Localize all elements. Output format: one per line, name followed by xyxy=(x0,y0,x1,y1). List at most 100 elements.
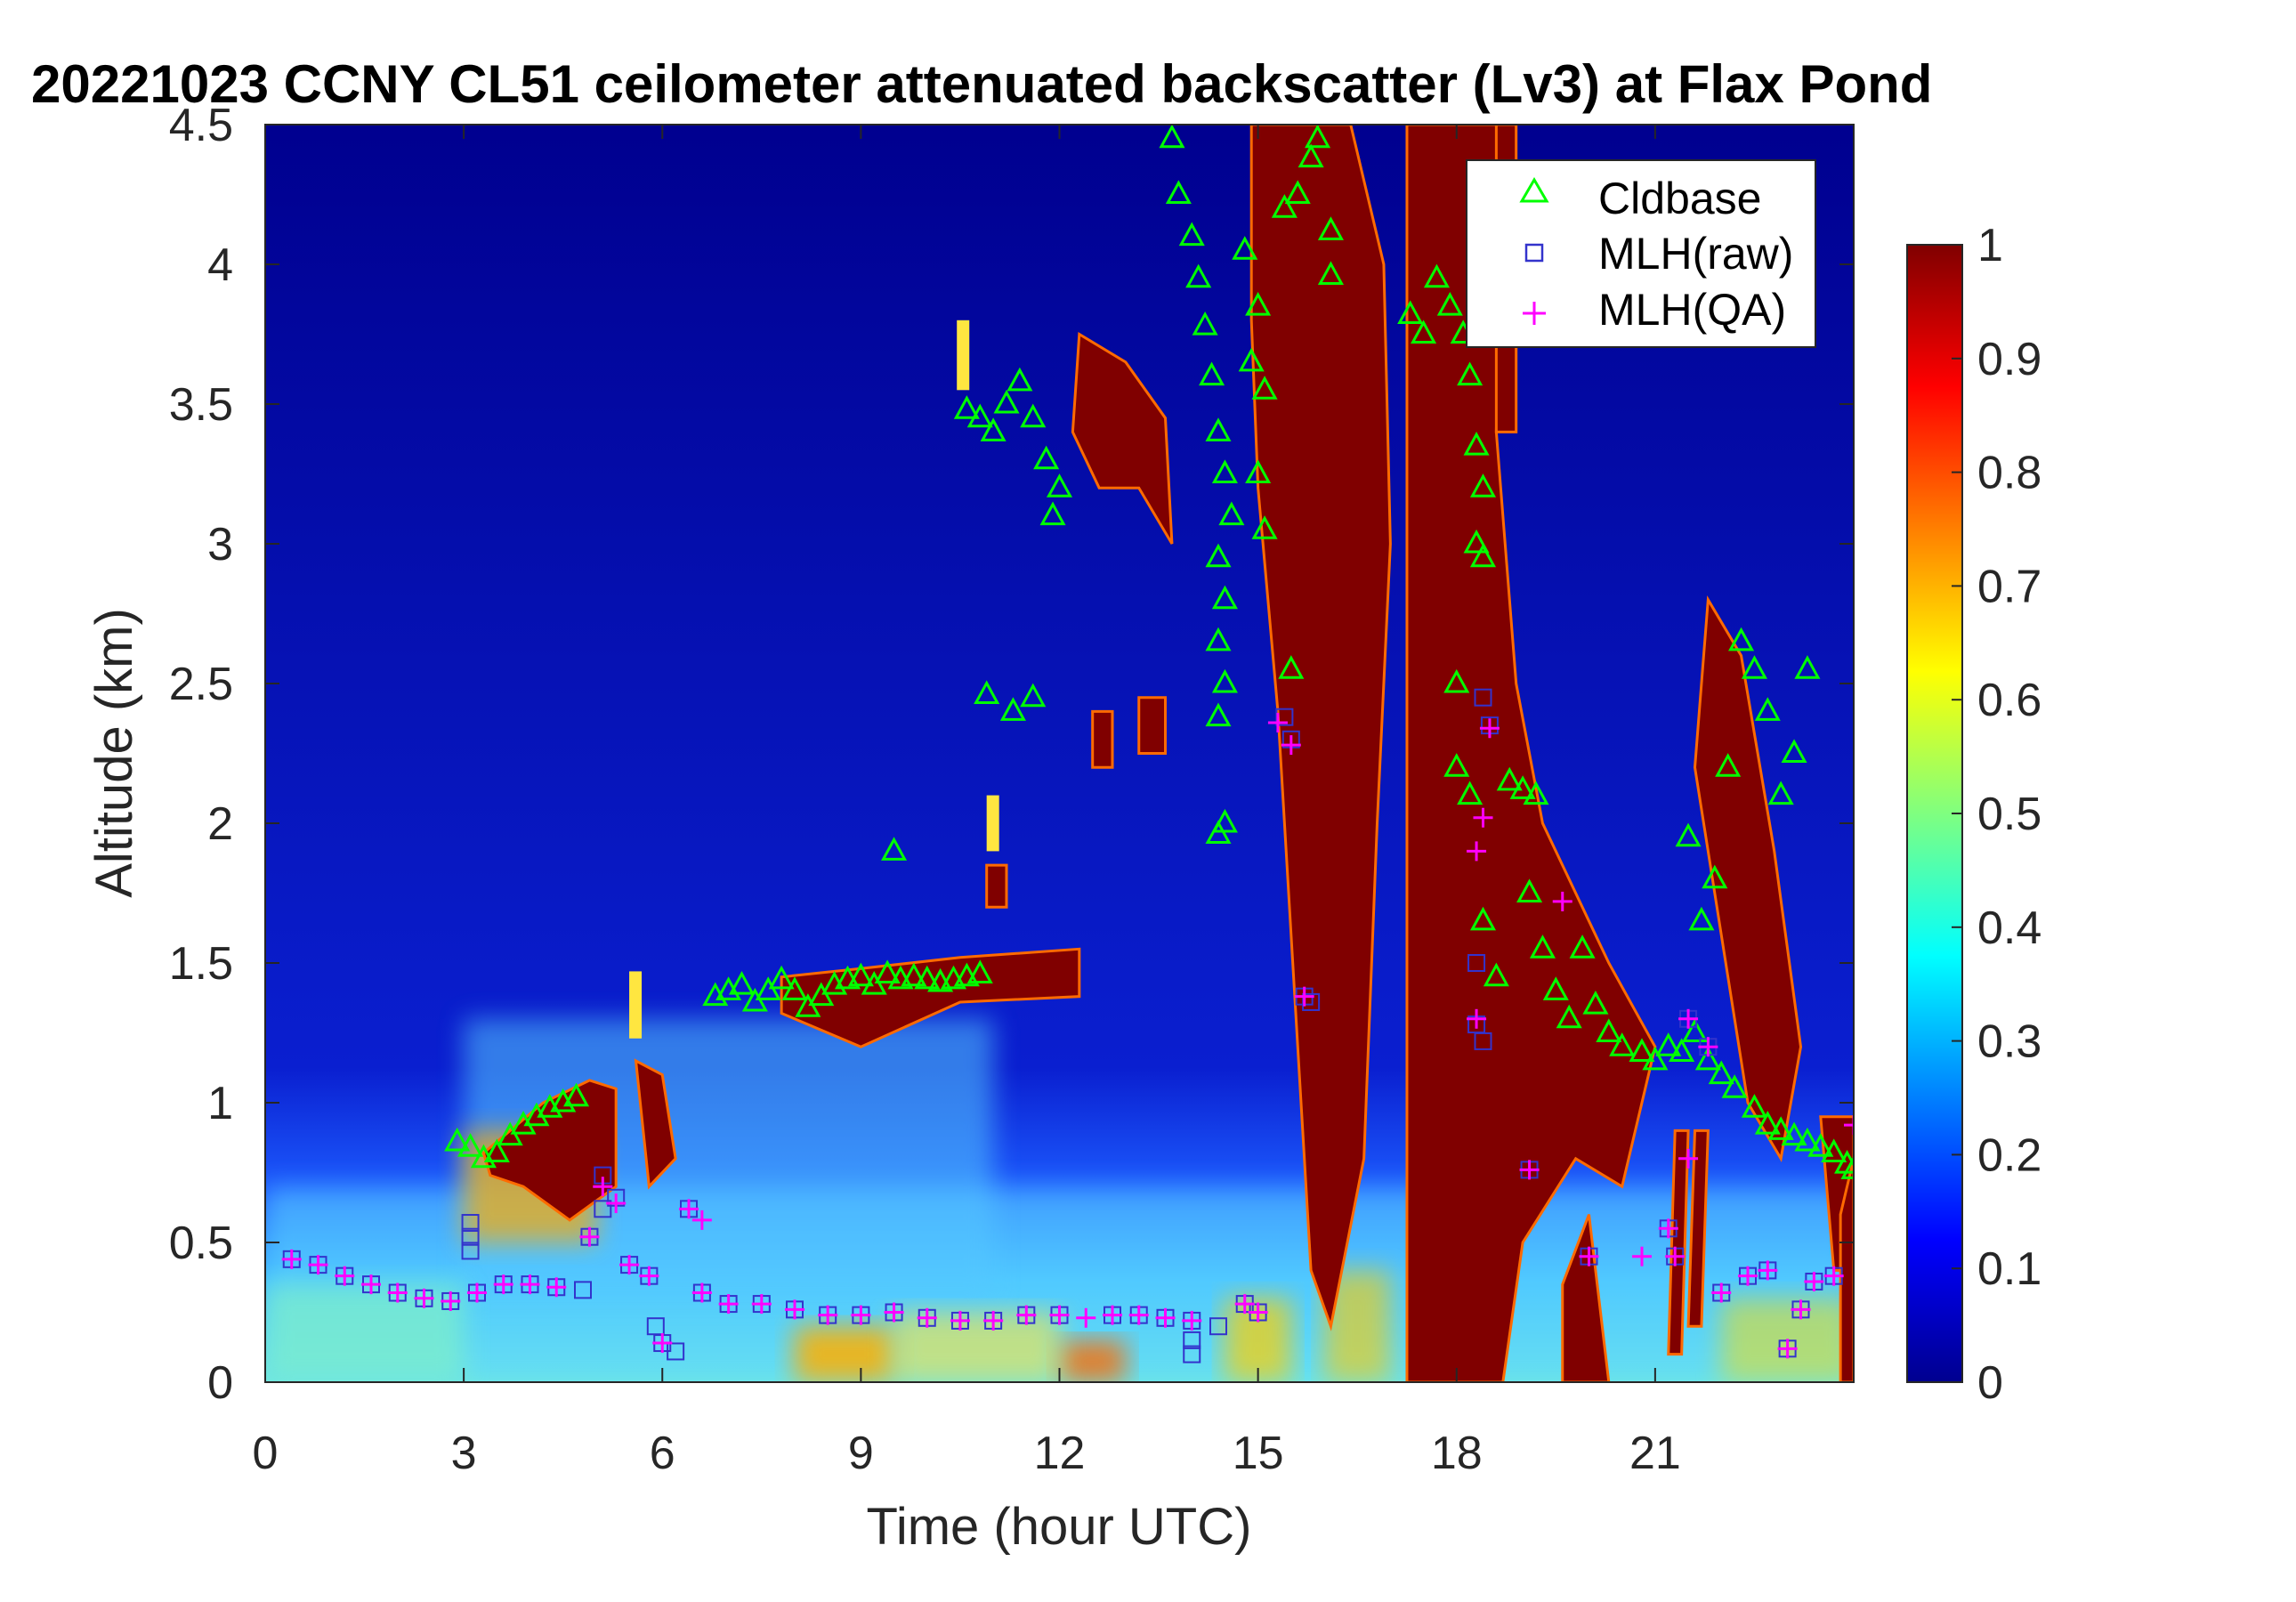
cloud-region xyxy=(1071,331,1174,545)
cldbase-point xyxy=(1457,781,1484,805)
mlh-qa-point xyxy=(1467,1008,1487,1029)
cldbase-point xyxy=(1165,180,1192,204)
cldbase-point xyxy=(457,1133,484,1157)
mlh-raw-point xyxy=(594,1200,612,1218)
cldbase-point xyxy=(1218,501,1245,526)
mlh-qa-point xyxy=(851,1305,871,1325)
cldbase-point xyxy=(795,993,821,1017)
mlh-raw-point xyxy=(1183,1331,1201,1349)
mlh-qa-point xyxy=(639,1266,659,1286)
mlh-qa-point xyxy=(1823,1266,1844,1286)
mlh-qa-point xyxy=(1777,1339,1798,1359)
cldbase-point xyxy=(1211,808,1238,833)
cldbase-point xyxy=(1609,1032,1636,1056)
cldbase-point xyxy=(1516,878,1543,902)
legend-label-mlh-qa: MLH(QA) xyxy=(1598,285,1786,335)
mlh-qa-point xyxy=(1294,986,1314,1007)
cldbase-point xyxy=(1039,501,1066,526)
mlh-qa-point xyxy=(1234,1294,1255,1315)
cldbase-point xyxy=(1642,1046,1669,1071)
legend-marker-mlh-raw xyxy=(1524,243,1544,263)
cldbase-point xyxy=(1781,1121,1807,1146)
cloud-region xyxy=(1137,696,1167,755)
mlh-qa-point xyxy=(983,1310,1004,1331)
cldbase-point xyxy=(1767,781,1794,805)
cldbase-point xyxy=(1423,263,1450,288)
mlh-qa-point xyxy=(1519,1160,1540,1180)
cldbase-point xyxy=(1436,291,1463,316)
cldbase-point xyxy=(1596,1018,1622,1042)
cldbase-point xyxy=(1245,291,1272,316)
cldbase-point xyxy=(1278,655,1305,679)
cldbase-point xyxy=(1469,543,1497,568)
haze-band xyxy=(795,1326,894,1382)
cldbase-point xyxy=(755,976,781,1000)
mlh-qa-point xyxy=(1658,1218,1678,1239)
mlh-qa-point xyxy=(1632,1246,1652,1266)
cldbase-point xyxy=(1542,976,1569,1000)
legend: Cldbase MLH(raw) MLH(QA) xyxy=(1466,159,1816,348)
mlh-qa-point xyxy=(679,1199,699,1219)
mlh-qa-point xyxy=(606,1193,627,1214)
legend-marker-cldbase xyxy=(1519,177,1549,203)
marker-layer xyxy=(281,125,1854,1363)
cldbase-point xyxy=(1483,962,1509,987)
haze-band xyxy=(265,1284,465,1382)
cldbase-point xyxy=(1245,459,1272,483)
mlh-qa-point xyxy=(1804,1271,1824,1291)
mlh-qa-point xyxy=(619,1255,640,1275)
legend-marker-mlh-qa xyxy=(1523,302,1546,325)
x-tick-label: 21 xyxy=(1629,1428,1681,1479)
mlh-qa-point xyxy=(520,1274,540,1295)
cldbase-point xyxy=(781,976,808,1000)
mlh-raw-point xyxy=(461,1227,480,1246)
mlh-raw-point xyxy=(667,1342,685,1361)
cldbase-point xyxy=(993,389,1020,414)
x-tick-label: 12 xyxy=(1034,1428,1086,1479)
mlh-qa-point xyxy=(1248,1302,1268,1323)
colorbar-tick-label: 0.5 xyxy=(1977,789,2041,840)
mlh-qa-point xyxy=(751,1294,772,1315)
cldbase-point xyxy=(1721,1074,1748,1098)
cldbase-point xyxy=(1298,143,1324,168)
y-tick-label: 2.5 xyxy=(169,659,233,710)
mlh-raw-point xyxy=(1302,992,1321,1011)
mlh-qa-point xyxy=(1467,841,1487,862)
cldbase-point xyxy=(1463,529,1490,554)
cloud-region xyxy=(1249,125,1392,1331)
legend-label-mlh-raw: MLH(raw) xyxy=(1598,229,1793,279)
cldbase-point xyxy=(510,1110,537,1135)
colorbar-tick-label: 0.4 xyxy=(1977,902,2041,954)
cldbase-point xyxy=(1754,1110,1781,1135)
mlh-qa-point xyxy=(1473,807,1493,828)
x-tick-label: 15 xyxy=(1233,1428,1284,1479)
cldbase-point xyxy=(980,417,1007,441)
mlh-qa-point xyxy=(1698,1037,1718,1057)
cldbase-point xyxy=(1669,1038,1695,1062)
bright-streak xyxy=(957,320,970,391)
cldbase-point xyxy=(523,1102,550,1127)
mlh-raw-point xyxy=(461,1214,480,1233)
mlh-qa-point xyxy=(546,1277,567,1298)
cldbase-point xyxy=(881,837,908,861)
mlh-qa-point xyxy=(950,1310,970,1331)
mlh-qa-point xyxy=(1076,1307,1096,1328)
y-tick-label: 0 xyxy=(207,1357,233,1409)
cloud-region xyxy=(1091,709,1114,769)
cldbase-point xyxy=(1205,820,1232,845)
x-tick-label: 3 xyxy=(451,1428,477,1479)
mlh-qa-point xyxy=(1791,1299,1811,1320)
chart-title: 20221023 CCNY CL51 ceilometer attenuated… xyxy=(31,54,1932,114)
cldbase-point xyxy=(1251,376,1278,400)
colorbar-tick-label: 0.7 xyxy=(1977,561,2041,612)
cldbase-point xyxy=(1443,753,1470,777)
x-tick-label: 18 xyxy=(1431,1428,1483,1479)
cldbase-point xyxy=(1317,216,1344,240)
cldbase-point xyxy=(1232,236,1258,260)
cldbase-point xyxy=(1020,683,1047,708)
mlh-raw-point xyxy=(1467,954,1486,972)
mlh-qa-point xyxy=(1711,1282,1732,1303)
mlh-qa-point xyxy=(593,1177,613,1197)
cloud-region xyxy=(985,863,1008,909)
